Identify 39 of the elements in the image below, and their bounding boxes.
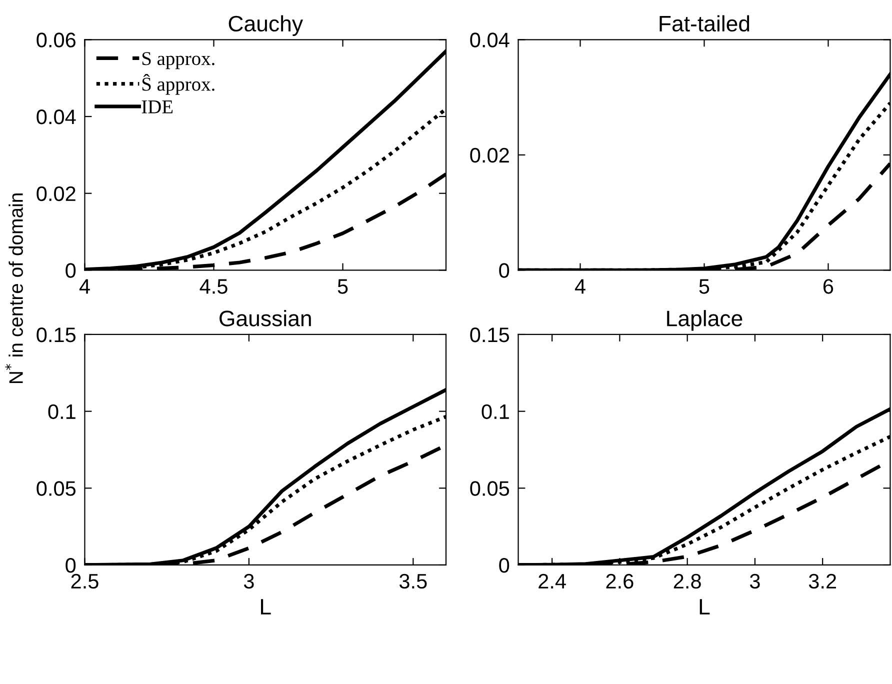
x-axis-title: L (700, 599, 710, 614)
y-tick-label: 0 (499, 558, 510, 573)
legend-label: S approx. (142, 52, 214, 70)
y-tick-label: 0.05 (470, 481, 510, 496)
chart-title: Gaussian (220, 310, 311, 326)
y-tick-label: 0.1 (482, 404, 509, 420)
x-tick-label: 6 (823, 279, 834, 294)
y-tick-label: 0.15 (470, 327, 510, 342)
chart-title: Laplace (667, 310, 742, 331)
y-tick-label: 0 (66, 558, 76, 573)
y-tick-label: 0.15 (36, 327, 76, 342)
x-tick-label: 3.5 (399, 574, 427, 589)
y-axis-title: N$^{*}$ in centre of domain (5, 194, 23, 384)
y-tick-label: 0.05 (36, 481, 76, 496)
x-tick-label: 3.2 (808, 574, 836, 589)
x-tick-label: 3 (750, 574, 760, 589)
x-axis-title: L (261, 599, 271, 614)
y-tick-label: 0.04 (470, 32, 510, 48)
y-tick-label: 0.02 (36, 186, 76, 202)
x-tick-label: 5 (338, 279, 348, 294)
chart-title: Fat-tailed (660, 15, 750, 32)
y-tick-label: 0 (66, 263, 76, 278)
x-tick-label: 4 (79, 279, 90, 294)
y-tick-label: 0.02 (470, 148, 509, 163)
y-tick-label: 0 (499, 263, 510, 278)
y-tick-label: 0.04 (36, 110, 76, 124)
x-tick-label: 4 (574, 279, 586, 294)
y-tick-label: 0.06 (36, 32, 76, 48)
x-tick-label: 2.6 (606, 574, 634, 589)
x-tick-label: 4.5 (200, 279, 228, 294)
x-tick-label: 2.5 (71, 574, 98, 589)
x-tick-label: 2.4 (538, 574, 566, 588)
legend-label: IDE (142, 100, 173, 114)
x-tick-label: 3 (244, 574, 254, 589)
x-tick-label: 5 (699, 279, 710, 294)
chart-title: Cauchy (228, 15, 304, 36)
legend-label: Ŝ approx. (142, 74, 214, 95)
y-tick-label: 0.1 (48, 404, 76, 420)
x-tick-label: 2.8 (674, 574, 701, 589)
